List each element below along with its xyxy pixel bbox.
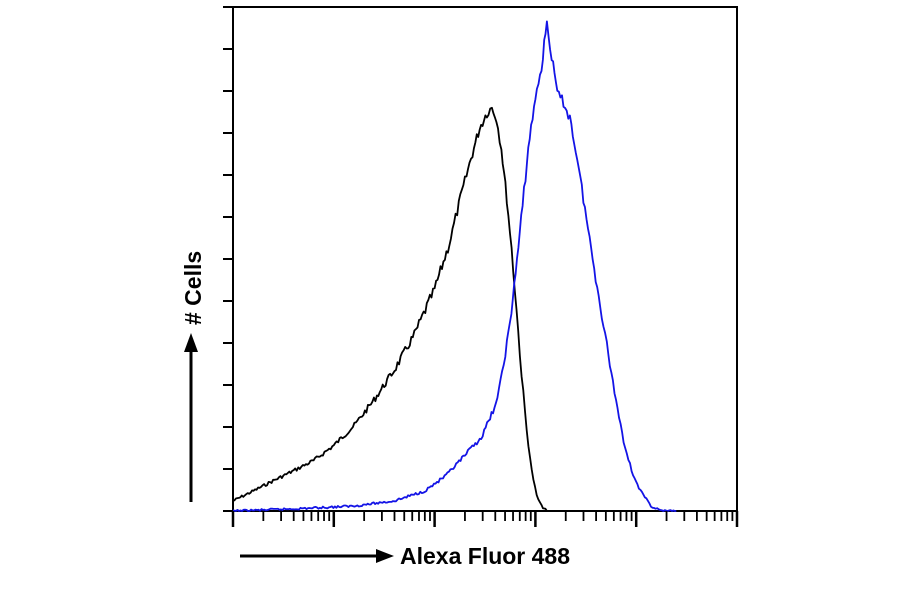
plot-frame: [232, 6, 738, 512]
series-layer: [232, 20, 677, 512]
series-line-1: [232, 106, 548, 512]
y-axis-arrow-head: [184, 333, 198, 352]
series-line-2: [232, 20, 677, 512]
x-axis-arrow-head: [376, 549, 394, 563]
y-axis-label: # Cells: [180, 251, 206, 325]
x-axis-label: Alexa Fluor 488: [400, 543, 570, 569]
